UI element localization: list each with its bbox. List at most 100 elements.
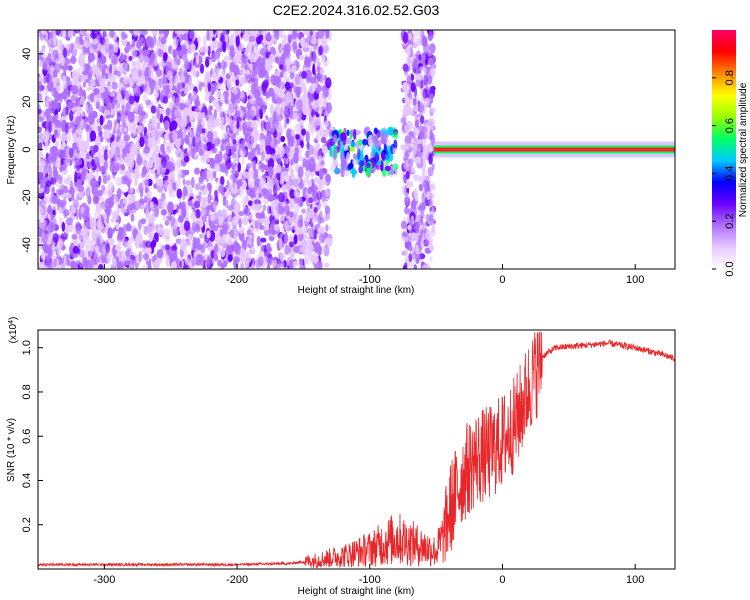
heat-cell (404, 196, 409, 204)
heat-cell (231, 186, 239, 195)
heat-cell (393, 130, 399, 140)
heat-cell (207, 130, 214, 141)
heat-cell (313, 193, 317, 202)
heat-cell (226, 179, 230, 189)
heat-cell (112, 173, 116, 180)
y-tick-label: 0.6 (21, 429, 33, 444)
heat-cell (94, 209, 99, 220)
heat-cell (272, 184, 278, 196)
heat-cell (74, 252, 78, 258)
heat-cell (122, 75, 130, 85)
heat-cell (235, 37, 240, 48)
heat-cell (220, 59, 226, 70)
heat-cell (404, 123, 411, 134)
heat-cell (165, 107, 171, 117)
heat-cell (61, 119, 66, 126)
heat-cell (108, 30, 116, 38)
heat-cell (148, 64, 154, 77)
heat-cell (220, 247, 226, 258)
heat-cell (62, 185, 69, 194)
heat-cell (346, 129, 350, 137)
colorbar-label: Normalized spectral amplitude (738, 82, 749, 217)
heat-cell (271, 259, 277, 268)
heat-cell (234, 149, 239, 161)
heat-cell (416, 138, 423, 145)
heat-cell (325, 30, 330, 39)
heat-cell (137, 57, 143, 70)
heat-cell (431, 123, 435, 133)
heat-cell (231, 74, 236, 83)
heat-cell (407, 46, 411, 57)
heat-cell (429, 93, 434, 100)
heat-cell (314, 176, 321, 183)
heat-cell (180, 238, 187, 249)
heat-cell (190, 90, 198, 101)
heat-cell (159, 163, 164, 176)
heat-cell (47, 204, 53, 215)
heat-cell (65, 254, 70, 265)
heat-cell (288, 30, 293, 35)
heat-cell (43, 74, 47, 85)
heat-cell (115, 146, 121, 159)
x-tick-label: 0 (499, 274, 505, 286)
heat-cell (428, 256, 433, 262)
heat-cell (410, 82, 416, 93)
heat-cell (216, 30, 221, 37)
heat-cell (325, 213, 331, 221)
heat-cell (315, 119, 322, 126)
heat-cell (247, 250, 252, 257)
x-tick-label: -100 (359, 274, 381, 286)
heat-cell (415, 257, 420, 265)
heat-cell (103, 96, 111, 105)
heat-cell (298, 196, 303, 207)
heat-cell (44, 184, 50, 195)
heat-cell (146, 172, 150, 179)
heat-cell (284, 81, 291, 91)
heat-cell (121, 38, 128, 47)
heat-cell (196, 54, 200, 65)
heat-cell (315, 129, 322, 136)
heat-cell (90, 32, 97, 39)
heat-cell (295, 61, 300, 68)
heat-cell (285, 198, 290, 204)
heat-cell (387, 126, 394, 136)
heat-cell (198, 148, 204, 157)
heat-cell (117, 239, 122, 248)
heat-cell (249, 52, 254, 59)
heat-cell (358, 139, 363, 146)
y-tick-label: 0 (21, 146, 33, 152)
heat-cell (80, 30, 86, 36)
heat-cell (252, 159, 257, 172)
heat-cell (121, 103, 125, 113)
heat-cell (283, 233, 288, 244)
heat-cell (138, 198, 145, 205)
heat-cell (171, 189, 176, 199)
heat-cell (317, 226, 325, 234)
heat-cell (323, 130, 330, 138)
heat-cell (267, 135, 272, 143)
heat-cell (79, 142, 86, 155)
heat-cell (426, 191, 431, 201)
heat-cell (381, 167, 387, 178)
heat-cell (144, 179, 150, 187)
heat-cell (297, 219, 303, 229)
x-tick-label: 100 (626, 574, 644, 586)
heat-cell (421, 221, 427, 231)
heat-cell (181, 82, 186, 88)
heat-cell (243, 149, 249, 157)
heat-cell (236, 116, 243, 122)
heat-cell (92, 264, 98, 269)
heat-cell (180, 116, 188, 128)
heat-cell (177, 129, 183, 139)
heat-cell (98, 175, 102, 185)
heat-cell (405, 248, 409, 257)
heat-cell (126, 167, 134, 179)
heat-cell (65, 147, 70, 160)
heat-cell (422, 154, 428, 161)
heat-cell (64, 95, 68, 103)
heat-cell (124, 115, 128, 127)
heat-cell (131, 194, 136, 202)
heat-cell (303, 88, 307, 98)
heat-cell (160, 209, 168, 216)
heat-cell (134, 236, 140, 249)
